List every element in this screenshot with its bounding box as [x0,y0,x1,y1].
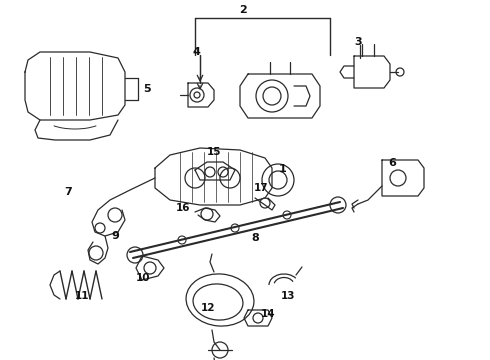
Text: 1: 1 [279,164,287,174]
Text: 8: 8 [251,233,259,243]
Text: 6: 6 [388,158,396,168]
Text: 12: 12 [201,303,215,313]
Text: 13: 13 [281,291,295,301]
Text: 15: 15 [207,147,221,157]
Text: 9: 9 [111,231,119,241]
Text: 7: 7 [64,187,72,197]
Text: 4: 4 [192,47,200,57]
Text: 11: 11 [75,291,89,301]
Text: 3: 3 [354,37,362,47]
Text: 16: 16 [176,203,190,213]
Text: 10: 10 [136,273,150,283]
Text: 2: 2 [239,5,247,15]
Text: 5: 5 [143,84,150,94]
Text: 17: 17 [254,183,269,193]
Text: 14: 14 [261,309,275,319]
